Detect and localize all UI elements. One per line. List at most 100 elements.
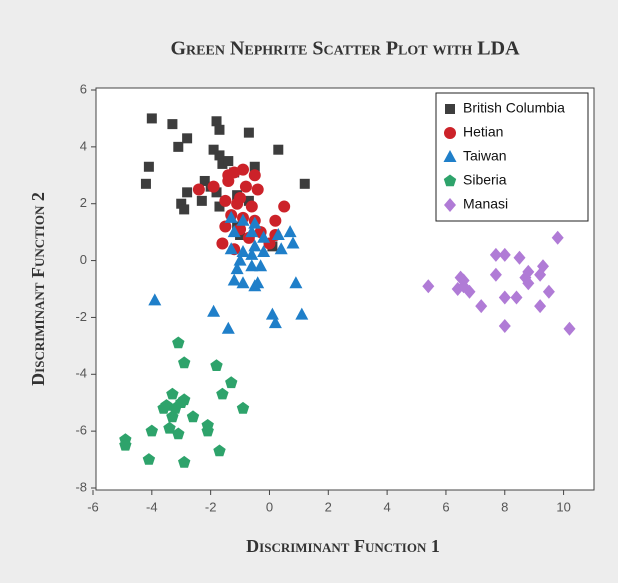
point: [245, 200, 258, 213]
point: [182, 133, 193, 144]
legend-marker: [443, 174, 457, 187]
legend-box: [435, 92, 589, 222]
y-tick-label: -4: [75, 366, 87, 381]
point: [210, 359, 223, 371]
point: [178, 455, 191, 468]
legend-label: British Columbia: [463, 100, 565, 116]
point: [145, 424, 158, 437]
y-tick-label: 2: [80, 195, 87, 210]
legend-marker: [443, 150, 457, 162]
point: [214, 124, 225, 135]
point: [475, 299, 488, 314]
point: [245, 259, 259, 272]
point: [157, 401, 170, 414]
x-tick-label: -2: [205, 499, 217, 514]
point: [178, 356, 191, 369]
x-tick-label: 10: [556, 499, 570, 514]
point: [257, 230, 271, 243]
point: [223, 156, 234, 167]
legend-marker: [445, 104, 455, 114]
point: [221, 321, 235, 334]
point: [166, 410, 179, 423]
point: [175, 396, 188, 408]
x-tick-label: 0: [266, 499, 273, 514]
legend-label: Hetian: [463, 124, 503, 140]
point: [257, 245, 271, 257]
point: [271, 228, 285, 240]
point: [534, 299, 547, 314]
point: [227, 273, 241, 286]
point: [211, 187, 222, 198]
x-axis-label: Discriminant Function 1: [246, 536, 440, 556]
point: [551, 230, 564, 245]
point: [219, 220, 232, 233]
point: [142, 453, 156, 465]
y-tick-label: 4: [80, 138, 87, 153]
point: [186, 410, 200, 423]
point: [143, 161, 154, 172]
point: [201, 424, 214, 437]
point: [513, 250, 526, 265]
point: [489, 247, 502, 262]
legend-label: Siberia: [463, 172, 507, 188]
y-tick-label: -8: [75, 479, 87, 494]
point: [457, 279, 470, 294]
point: [207, 304, 221, 317]
point: [119, 438, 132, 451]
point: [489, 267, 502, 282]
point: [299, 178, 310, 189]
point: [422, 279, 435, 294]
point: [245, 247, 259, 260]
point: [243, 127, 254, 138]
point: [510, 290, 523, 305]
point: [214, 150, 225, 161]
point: [254, 259, 268, 272]
point: [140, 178, 151, 189]
point: [230, 262, 244, 275]
point: [219, 194, 232, 207]
point: [522, 264, 535, 279]
point: [217, 158, 228, 169]
point: [173, 141, 184, 152]
point: [237, 163, 249, 176]
point: [243, 195, 254, 206]
point: [166, 387, 179, 400]
point: [278, 200, 291, 213]
y-tick-label: 6: [80, 81, 87, 96]
point: [537, 259, 549, 274]
point: [283, 225, 297, 238]
point: [274, 242, 288, 255]
y-tick-label: 0: [80, 252, 87, 267]
point: [273, 144, 284, 155]
legend-label: Manasi: [463, 196, 508, 212]
point: [289, 276, 303, 289]
point: [163, 421, 176, 434]
point: [222, 169, 235, 182]
point: [245, 225, 259, 238]
chart-title: Green Nephrite Scatter Plot with LDA: [170, 38, 520, 60]
point: [216, 387, 229, 400]
point: [148, 293, 162, 306]
point: [236, 245, 250, 257]
x-tick-label: 6: [442, 499, 449, 514]
point: [251, 183, 264, 196]
y-tick-label: -6: [75, 423, 87, 438]
point: [179, 204, 190, 215]
point: [192, 183, 205, 196]
point: [236, 213, 250, 226]
point: [498, 247, 511, 262]
y-axis-label: Discriminant Function 2: [28, 192, 48, 386]
x-tick-label: -4: [146, 499, 158, 514]
point: [213, 444, 226, 457]
point: [208, 144, 219, 155]
x-tick-label: 4: [384, 499, 391, 514]
point: [172, 427, 185, 440]
point: [196, 195, 207, 206]
point: [236, 401, 250, 414]
y-tick-label: -2: [75, 309, 87, 324]
x-tick-label: 2: [325, 499, 332, 514]
point: [225, 376, 238, 389]
point: [207, 180, 220, 193]
point: [211, 116, 222, 127]
